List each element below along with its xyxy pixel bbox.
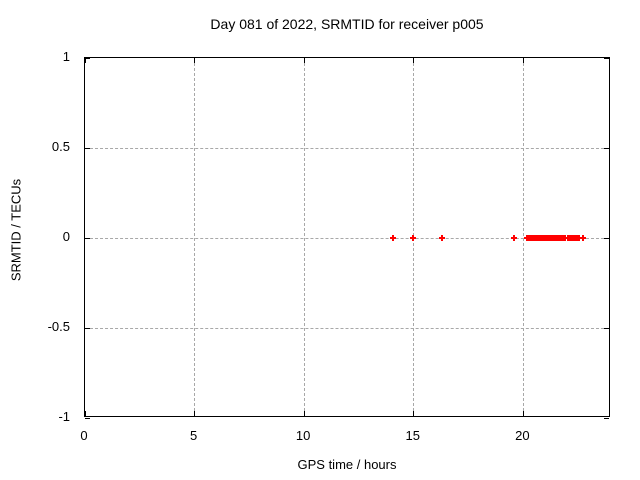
y-tick-left (85, 237, 90, 239)
x-axis-label: GPS time / hours (297, 457, 397, 472)
data-point-plus (561, 235, 568, 241)
x-gridline (194, 58, 196, 416)
data-point-plus (579, 235, 586, 241)
y-tick-label: -0.5 (47, 319, 70, 334)
y-tick-left (85, 57, 90, 59)
x-tick-label: 15 (405, 428, 420, 443)
x-tick-label: 20 (515, 428, 530, 443)
y-tick-right (604, 417, 609, 419)
plot-area (84, 57, 610, 419)
y-gridline (85, 327, 609, 329)
x-tick-bottom (413, 411, 415, 416)
y-tick-label: 0 (62, 229, 70, 244)
y-gridline (85, 237, 609, 239)
x-tick-bottom (194, 411, 196, 416)
x-tick-top (522, 58, 524, 63)
x-tick-top (194, 58, 196, 63)
y-tick-label: 0.5 (51, 139, 70, 154)
data-point-plus (409, 235, 416, 241)
x-tick-top (413, 58, 415, 63)
data-point-plus (510, 235, 517, 241)
x-tick-top (84, 58, 86, 63)
y-tick-left (85, 147, 90, 149)
x-tick-label: 5 (189, 428, 198, 443)
x-tick-bottom (84, 411, 86, 416)
y-gridline (85, 147, 609, 149)
chart-title: Day 081 of 2022, SRMTID for receiver p00… (210, 16, 484, 32)
y-tick-left (85, 417, 90, 419)
x-gridline (522, 58, 524, 416)
x-tick-bottom (522, 411, 524, 416)
y-tick-right (604, 327, 609, 329)
x-gridline (303, 58, 305, 416)
y-tick-label: -1 (58, 409, 70, 424)
x-tick-bottom (303, 411, 305, 416)
data-point-plus (439, 235, 446, 241)
x-tick-label: 0 (80, 428, 88, 443)
x-tick-label: 10 (295, 428, 311, 443)
x-tick-top (303, 58, 305, 63)
y-tick-left (85, 327, 90, 329)
y-tick-label: 1 (62, 49, 70, 64)
y-tick-right (604, 57, 609, 59)
data-point-plus (576, 235, 582, 241)
y-tick-right (604, 237, 609, 239)
data-point-plus (390, 235, 397, 241)
y-tick-right (604, 147, 609, 149)
